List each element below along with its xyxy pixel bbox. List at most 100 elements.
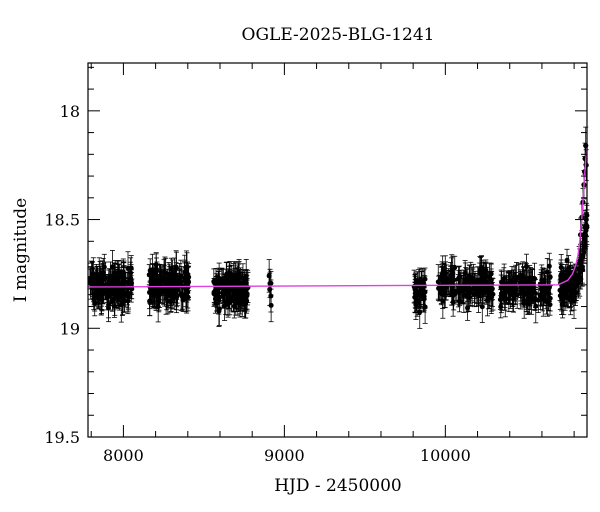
data-point [183,278,189,284]
data-point [524,263,530,269]
data-point [525,297,531,303]
data-point [475,289,481,295]
data-point [467,273,473,279]
data-point [95,294,101,300]
data-point [504,288,510,294]
data-point [530,286,536,292]
data-point [236,276,242,282]
data-point [216,306,222,312]
data-point [112,274,118,280]
data-point [544,299,550,305]
data-point [523,291,529,297]
data-point [161,269,167,275]
data-point [235,298,241,304]
data-point [172,282,178,288]
data-point [183,265,189,271]
x-tick-label: 9000 [264,446,305,465]
x-axis-label: HJD - 2450000 [274,476,402,496]
data-point [448,272,454,278]
data-point [580,267,586,273]
data-point [94,277,100,283]
data-point [572,279,578,285]
data-point [440,288,446,294]
data-point [231,293,237,299]
x-tick-label: 8000 [103,446,144,465]
data-point [488,271,494,277]
data-point [212,296,218,302]
data-point [219,279,225,285]
data-point [442,271,448,277]
data-point [452,291,458,297]
data-point [455,276,461,282]
data-point [211,278,217,284]
data-point [557,287,563,293]
y-tick-label: 18 [60,102,80,121]
data-point [267,280,273,286]
data-point [90,278,96,284]
data-point [452,264,458,270]
data-point [153,268,159,274]
data-point [543,290,549,296]
data-point [558,273,564,279]
data-point [98,297,104,303]
data-point [420,290,426,296]
data-point [243,287,249,293]
y-axis-label: I magnitude [11,198,31,302]
data-point [156,292,162,298]
data-point [413,302,419,308]
data-point [533,303,539,309]
data-point [117,281,123,287]
data-point [111,303,117,309]
y-tick-label: 19 [60,319,80,338]
data-point [532,295,538,301]
data-point [128,275,134,281]
data-point [449,286,455,292]
model-layer [87,147,588,288]
data-point [512,290,518,296]
data-point [518,285,524,291]
plot-frame [87,62,588,438]
data-point [502,296,508,302]
data-point [178,273,184,279]
data-point [466,288,472,294]
data-point [583,222,589,228]
data-layer [87,126,590,329]
model-curve [87,147,588,288]
data-point [581,244,587,250]
data-point [151,289,157,295]
data-point [220,290,226,296]
data-point [462,270,468,276]
data-point [568,293,574,299]
data-point [498,304,504,310]
data-point [564,257,570,263]
data-point [527,291,533,297]
data-point [441,276,447,282]
data-point [484,273,490,279]
data-point [463,292,469,298]
y-tick-label: 19.5 [44,428,80,447]
data-point [173,264,179,270]
data-point [489,286,495,292]
data-point [120,269,126,275]
data-point [546,263,552,269]
data-point [562,292,568,298]
data-point [243,280,249,286]
data-point [149,267,155,273]
data-point [179,293,185,299]
data-point [125,266,131,272]
data-point [470,279,476,285]
data-point [510,284,516,290]
data-point [101,276,107,282]
data-point [168,267,174,273]
data-point [185,294,191,300]
data-point [223,275,229,281]
data-point [167,292,173,298]
data-point [266,273,272,279]
data-point [486,289,492,295]
data-point [541,285,547,291]
y-tick-label: 18.5 [44,211,80,230]
x-tick-label: 10000 [420,446,471,465]
data-point [119,290,125,296]
axes-layer: 8000 9000 10000 18 18.5 19 19.5 [44,62,588,465]
